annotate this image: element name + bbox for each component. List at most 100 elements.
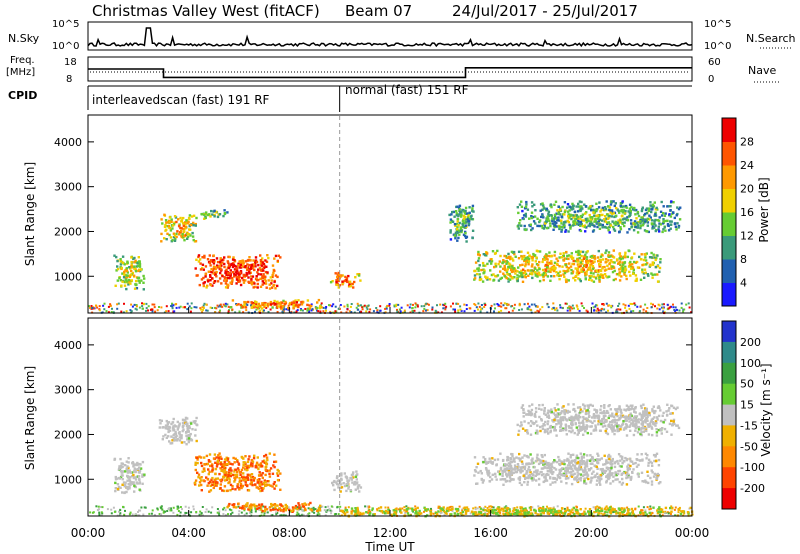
echo-cell bbox=[576, 223, 579, 226]
echo-cell bbox=[166, 422, 169, 425]
echo-cell bbox=[579, 209, 582, 213]
echo-cell bbox=[224, 514, 227, 516]
echo-cell bbox=[553, 261, 557, 264]
echo-cell bbox=[243, 478, 246, 481]
echo-cell bbox=[546, 261, 549, 264]
echo-cell bbox=[579, 217, 582, 220]
echo-cell bbox=[285, 505, 288, 508]
echo-cell bbox=[248, 508, 251, 512]
echo-cell bbox=[118, 510, 120, 513]
echo-cell bbox=[482, 460, 485, 464]
echo-cell bbox=[250, 302, 253, 305]
echo-cell bbox=[173, 215, 177, 218]
echo-cell bbox=[675, 214, 678, 217]
echo-cell bbox=[504, 480, 508, 483]
echo-cell bbox=[258, 478, 261, 481]
echo-cell bbox=[124, 470, 127, 473]
echo-cell bbox=[213, 209, 216, 212]
echo-cell bbox=[508, 467, 511, 470]
echo-cell bbox=[640, 216, 643, 219]
echo-cell bbox=[250, 275, 253, 278]
echo-cell bbox=[262, 273, 265, 276]
echo-cell bbox=[583, 477, 586, 480]
echo-cell bbox=[624, 456, 627, 460]
echo-cell bbox=[605, 213, 609, 216]
echo-cell bbox=[178, 439, 182, 442]
echo-cell bbox=[619, 227, 623, 231]
echo-cell bbox=[175, 220, 178, 224]
echo-cell bbox=[292, 304, 295, 307]
echo-cell bbox=[142, 281, 145, 284]
echo-cell bbox=[219, 462, 222, 465]
echo-cell bbox=[201, 306, 204, 309]
echo-cell bbox=[570, 255, 573, 258]
echo-cell bbox=[568, 223, 571, 227]
echo-cell bbox=[643, 276, 646, 279]
echo-cell bbox=[125, 267, 128, 270]
echo-cell bbox=[534, 222, 537, 225]
echo-cell bbox=[598, 258, 601, 262]
echo-cell bbox=[276, 284, 279, 288]
echo-cell bbox=[574, 279, 577, 282]
echo-cell bbox=[487, 474, 490, 477]
echo-cell bbox=[376, 509, 379, 512]
echo-cell bbox=[227, 276, 230, 280]
echo-cell bbox=[456, 226, 459, 229]
echo-cell bbox=[174, 238, 177, 241]
echo-cell bbox=[662, 205, 665, 208]
echo-cell bbox=[215, 275, 218, 278]
echo-cell bbox=[141, 460, 145, 464]
echo-cell bbox=[561, 307, 564, 310]
echo-cell bbox=[116, 483, 120, 486]
echo-cell bbox=[228, 502, 231, 506]
echo-cell bbox=[531, 506, 534, 509]
echo-cell bbox=[488, 457, 491, 460]
echo-cell bbox=[161, 222, 164, 225]
echo-cell bbox=[667, 224, 670, 227]
echo-cell bbox=[216, 461, 219, 464]
echo-cell bbox=[215, 257, 219, 260]
echo-cell bbox=[507, 277, 510, 280]
echo-cell bbox=[216, 477, 219, 480]
echo-cell bbox=[606, 221, 609, 224]
echo-cell bbox=[630, 477, 633, 480]
echo-cell bbox=[590, 260, 593, 263]
echo-cell bbox=[556, 259, 560, 263]
echo-cell bbox=[387, 508, 390, 511]
echo-cell bbox=[646, 224, 649, 227]
echo-cell bbox=[171, 421, 175, 424]
echo-cell bbox=[647, 464, 650, 467]
echo-cell bbox=[525, 203, 528, 206]
echo-cell bbox=[481, 280, 485, 283]
echo-cell bbox=[165, 427, 168, 430]
echo-cell bbox=[219, 483, 222, 486]
echo-cell bbox=[519, 264, 522, 267]
echo-cell bbox=[613, 215, 616, 219]
echo-cell bbox=[552, 218, 555, 221]
echo-cell bbox=[209, 275, 212, 278]
colorbar-segment bbox=[722, 282, 736, 307]
echo-cell bbox=[244, 462, 247, 465]
echo-cell bbox=[376, 508, 379, 511]
echo-cell bbox=[557, 212, 560, 215]
echo-cell bbox=[204, 265, 208, 268]
echo-cell bbox=[222, 489, 226, 493]
echo-cell bbox=[190, 422, 193, 425]
echo-cell bbox=[170, 220, 173, 223]
echo-cell bbox=[296, 309, 299, 312]
echo-cell bbox=[335, 482, 339, 486]
echo-cell bbox=[501, 472, 504, 475]
echo-cell bbox=[594, 219, 597, 223]
echo-cell bbox=[274, 287, 277, 290]
echo-cell bbox=[510, 469, 513, 472]
echo-cell bbox=[550, 214, 553, 217]
echo-cell bbox=[180, 434, 183, 437]
echo-cell bbox=[226, 457, 229, 460]
echo-cell bbox=[605, 459, 608, 462]
echo-cell bbox=[240, 486, 243, 490]
echo-cell bbox=[259, 505, 262, 508]
echo-cell bbox=[207, 481, 210, 485]
echo-cell bbox=[547, 465, 551, 468]
echo-cell bbox=[269, 506, 272, 509]
echo-cell bbox=[238, 275, 241, 279]
